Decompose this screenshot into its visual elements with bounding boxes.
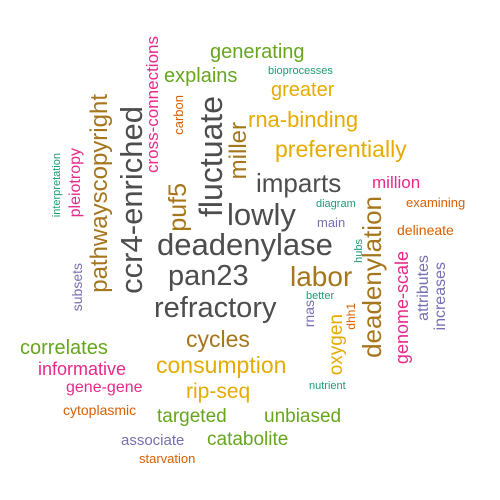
word-associate: associate [121,432,185,449]
word-attributes: attributes [415,255,432,321]
word-million: million [372,173,421,192]
word-targeted: targeted [157,406,227,427]
word-miller: miller [225,122,252,180]
word-pleiotropy: pleiotropy [67,148,84,218]
word-greater: greater [271,79,335,101]
word-interpretation: interpretation [51,153,63,218]
word-generating: generating [210,41,305,63]
word-examining: examining [406,195,466,210]
word-consumption: consumption [156,352,287,378]
word-imparts: imparts [256,168,342,198]
word-main: main [317,215,346,230]
word-delineate: delineate [397,222,454,238]
word-labor: labor [290,261,353,292]
word-lowly: lowly [227,197,296,232]
word-catabolite: catabolite [207,429,289,450]
word-cross-connections: cross-connections [143,36,162,174]
word-cycles: cycles [186,326,250,352]
word-hubs: hubs [353,239,365,263]
word-diagram: diagram [316,198,356,210]
word-cytoplasmic: cytoplasmic [63,402,137,418]
word-bioprocesses: bioprocesses [268,65,333,77]
word-deadenylase: deadenylase [157,227,333,262]
word-fluctuate: fluctuate [193,96,229,217]
word-pathwayscopyright: pathwayscopyright [86,94,113,293]
word-gene-gene: gene-gene [66,379,143,396]
word-better: better [306,290,335,302]
word-rip-seq: rip-seq [186,380,251,403]
word-correlates: correlates [20,337,108,359]
word-rnas: rnas [301,300,317,328]
word-rna-binding: rna-binding [248,107,359,132]
word-explains: explains [164,65,238,87]
word-refractory: refractory [154,292,277,324]
word-deadenylation: deadenylation [357,196,387,358]
word-dhh1: dhh1 [344,303,358,330]
word-pan23: pan23 [168,260,249,292]
word-subsets: subsets [69,263,85,312]
word-puf5: puf5 [164,183,192,232]
word-informative: informative [38,359,127,379]
word-preferentially: preferentially [275,136,407,162]
word-starvation: starvation [139,451,196,466]
word-nutrient: nutrient [309,380,346,392]
word-unbiased: unbiased [264,406,342,427]
word-carbon: carbon [171,95,186,135]
word-increases: increases [432,262,449,331]
word-genome-scale: genome-scale [392,251,412,365]
